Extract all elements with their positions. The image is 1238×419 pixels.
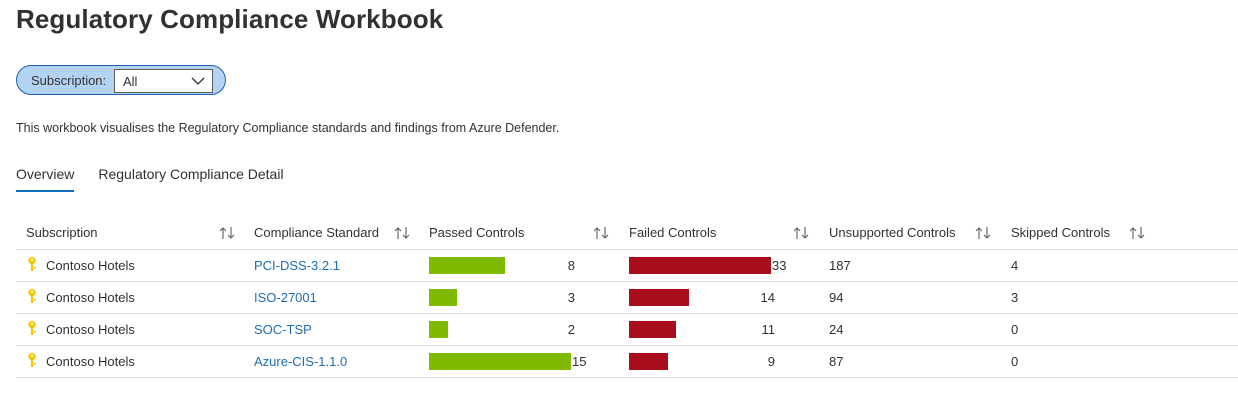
passed-bar-track <box>429 289 571 306</box>
skipped-count: 0 <box>1011 322 1019 337</box>
subscription-cell: Contoso Hotels <box>16 314 135 345</box>
failed-bar <box>629 321 676 338</box>
passed-bar <box>429 257 505 274</box>
failed-bar <box>629 257 771 274</box>
failed-bar-track <box>629 257 771 274</box>
passed-count: 3 <box>567 290 575 305</box>
subscription-name: Contoso Hotels <box>46 322 135 337</box>
subscription-cell: Contoso Hotels <box>16 250 135 281</box>
subscription-name: Contoso Hotels <box>46 290 135 305</box>
skipped-count: 4 <box>1011 258 1019 273</box>
failed-bar-track <box>629 353 771 370</box>
failed-count: 11 <box>761 322 776 337</box>
workbook-description: This workbook visualises the Regulatory … <box>16 121 560 135</box>
compliance-standard-link[interactable]: Azure-CIS-1.1.0 <box>254 354 348 369</box>
subscription-name: Contoso Hotels <box>46 258 135 273</box>
key-icon <box>28 320 36 335</box>
chevron-down-icon <box>191 77 205 85</box>
subscription-dropdown[interactable]: All <box>114 69 213 93</box>
failed-bar <box>629 353 668 370</box>
column-header-compliance-standard[interactable]: Compliance Standard <box>254 225 380 240</box>
table-row: Contoso Hotels ISO-27001 3 14 94 3 <box>16 282 1238 314</box>
sort-arrows-icon[interactable] <box>792 225 810 241</box>
passed-bar <box>429 321 448 338</box>
key-icon <box>28 288 36 303</box>
failed-bar-track <box>629 321 771 338</box>
table-row: Contoso Hotels Azure-CIS-1.1.0 15 9 87 0 <box>16 346 1238 378</box>
column-header-unsupported-controls[interactable]: Unsupported Controls <box>829 225 956 240</box>
column-header-subscription[interactable]: Subscription <box>26 225 98 240</box>
passed-count: 2 <box>567 322 575 337</box>
column-header-failed-controls[interactable]: Failed Controls <box>629 225 717 240</box>
passed-bar <box>429 289 457 306</box>
tab-overview[interactable]: Overview <box>16 164 75 192</box>
compliance-table: Subscription Compliance Standard Passed … <box>16 216 1238 378</box>
failed-bar <box>629 289 689 306</box>
unsupported-count: 87 <box>829 354 844 369</box>
tab-bar: Overview Regulatory Compliance Detail <box>16 164 308 192</box>
failed-count: 9 <box>767 354 775 369</box>
table-row: Contoso Hotels SOC-TSP 2 11 24 0 <box>16 314 1238 346</box>
passed-bar-track <box>429 257 571 274</box>
passed-bar-track <box>429 353 571 370</box>
passed-bar <box>429 353 571 370</box>
subscription-dropdown-value: All <box>123 73 138 89</box>
column-header-passed-controls[interactable]: Passed Controls <box>429 225 525 240</box>
sort-arrows-icon[interactable] <box>218 225 236 241</box>
failed-bar-track <box>629 289 771 306</box>
compliance-standard-link[interactable]: ISO-27001 <box>254 290 317 305</box>
unsupported-count: 24 <box>829 322 844 337</box>
subscription-cell: Contoso Hotels <box>16 346 135 377</box>
skipped-count: 3 <box>1011 290 1019 305</box>
table-row: Contoso Hotels PCI-DSS-3.2.1 8 33 187 4 <box>16 250 1238 282</box>
subscription-label: Subscription: <box>31 72 107 88</box>
subscription-cell: Contoso Hotels <box>16 282 135 313</box>
passed-count: 8 <box>567 258 575 273</box>
subscription-name: Contoso Hotels <box>46 354 135 369</box>
failed-count: 14 <box>760 290 775 305</box>
sort-arrows-icon[interactable] <box>592 225 610 241</box>
sort-arrows-icon[interactable] <box>974 225 992 241</box>
passed-bar-track <box>429 321 571 338</box>
passed-count: 15 <box>572 354 587 369</box>
key-icon <box>28 352 36 367</box>
failed-count: 33 <box>772 258 787 273</box>
unsupported-count: 94 <box>829 290 844 305</box>
page-title: Regulatory Compliance Workbook <box>16 4 444 34</box>
compliance-standard-link[interactable]: SOC-TSP <box>254 322 312 337</box>
column-header-skipped-controls[interactable]: Skipped Controls <box>1011 225 1110 240</box>
tab-regulatory-compliance-detail[interactable]: Regulatory Compliance Detail <box>98 166 284 182</box>
subscription-parameter: Subscription: All <box>16 65 226 95</box>
sort-arrows-icon[interactable] <box>1128 225 1146 241</box>
unsupported-count: 187 <box>829 258 851 273</box>
compliance-standard-link[interactable]: PCI-DSS-3.2.1 <box>254 258 340 273</box>
skipped-count: 0 <box>1011 354 1019 369</box>
table-header-row: Subscription Compliance Standard Passed … <box>16 216 1238 250</box>
key-icon <box>28 256 36 271</box>
sort-arrows-icon[interactable] <box>393 225 411 241</box>
